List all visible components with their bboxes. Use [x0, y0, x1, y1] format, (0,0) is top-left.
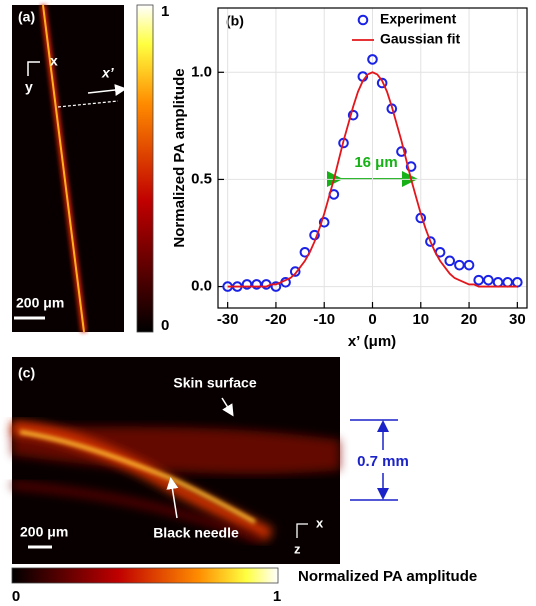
data-point [454, 259, 465, 271]
data-point [425, 236, 436, 247]
axis-icon [27, 61, 40, 76]
colorbar-max: 1 [273, 588, 281, 605]
data-point [444, 255, 456, 267]
colorbar [136, 4, 154, 333]
legend-marker [357, 14, 369, 26]
fiber-core [42, 4, 85, 333]
panel-label: (c) [18, 365, 35, 381]
x-tick-label: -20 [265, 311, 287, 328]
x-tick-label: 0 [368, 311, 376, 328]
axis-z-label: z [294, 541, 301, 556]
plot-frame [217, 7, 528, 309]
panel-a: x’ (a) x y 200 μm 1 0 [12, 3, 169, 334]
data-point [405, 161, 417, 172]
x-axis-label: x’ (μm) [348, 333, 396, 350]
data-point [512, 276, 523, 288]
data-point [473, 274, 485, 286]
skin-arrow [221, 397, 234, 417]
fwhm-label: 16 μm [354, 154, 397, 171]
x-tick-label: -30 [217, 311, 239, 328]
axis-icon [296, 523, 308, 538]
colorbar-min: 0 [161, 317, 169, 334]
y-axis-label: Normalized PA amplitude [171, 68, 188, 247]
y-tick-label: 0.5 [191, 170, 212, 187]
profile-axis-label: x’ [101, 65, 115, 81]
scale-bar-label: 200 μm [16, 295, 64, 311]
data-point [251, 279, 262, 290]
panel-label: (a) [18, 9, 35, 25]
tissue-layer [12, 425, 340, 475]
chart-b: (b) Normalized PA amplitude x’ (μm) 16 μ… [171, 7, 528, 350]
data-point [396, 146, 407, 157]
needle-label: Black needle [153, 525, 239, 541]
colorbar [11, 567, 279, 584]
image-a [12, 5, 124, 332]
data-point [289, 266, 301, 277]
panel-label: (b) [226, 13, 244, 29]
data-point [376, 77, 388, 89]
axis-x-label: x [50, 53, 58, 69]
y-tick-label: 0.0 [191, 278, 212, 295]
scale-bar-label: 200 μm [20, 524, 68, 540]
lower-layer [11, 482, 262, 543]
fit-line [227, 71, 518, 288]
colorbar-label: Normalized PA amplitude [298, 568, 477, 585]
x-tick-label: -10 [313, 311, 335, 328]
needle-core [19, 430, 256, 524]
profile-line [57, 100, 119, 108]
data-point [483, 274, 494, 286]
data-point [492, 276, 504, 288]
data-point [463, 259, 475, 271]
panel-c: (c) Skin surface Black needle 200 μm x z… [11, 357, 477, 605]
data-point [318, 216, 330, 228]
data-point [347, 109, 359, 121]
data-point [502, 276, 513, 288]
x-tick-label: 20 [461, 311, 478, 328]
depth-label: 0.7 mm [357, 453, 409, 470]
data-point [241, 279, 253, 290]
skin-surface-label: Skin surface [173, 375, 256, 391]
y-tick-label: 1.0 [191, 63, 212, 80]
x-tick-label: 30 [509, 311, 526, 328]
axis-x-label: x [316, 515, 324, 530]
axis-y-label: y [25, 79, 33, 95]
data-point [367, 54, 378, 65]
legend-label: Experiment [380, 11, 457, 27]
needle-arrow [166, 477, 179, 519]
legend-label: Gaussian fit [380, 31, 460, 47]
colorbar-max: 1 [161, 3, 169, 20]
profile-arrow [87, 84, 127, 96]
colorbar-min: 0 [12, 588, 20, 605]
x-tick-label: 10 [412, 311, 429, 328]
data-point [270, 281, 282, 292]
